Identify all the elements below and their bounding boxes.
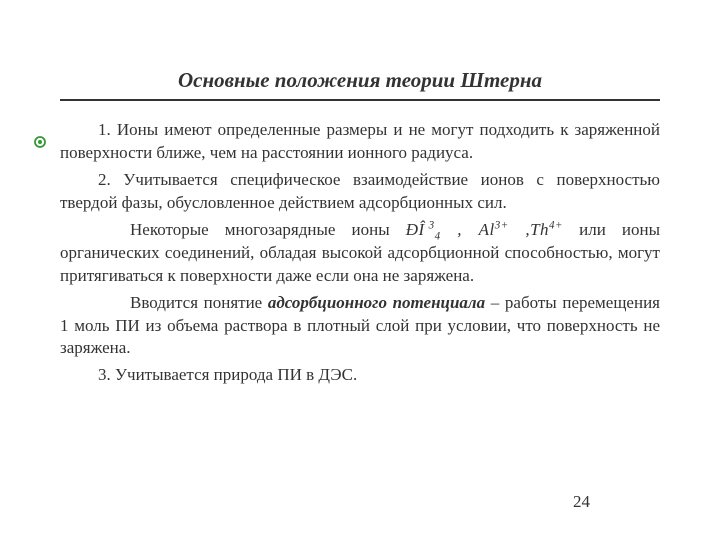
paragraph-2: 2. Учитывается специфическое взаимодейст… (60, 169, 660, 215)
p4-lead: Вводится понятие (130, 293, 268, 312)
adsorption-potential-term: адсорбционного потенциала (268, 293, 485, 312)
paragraph-1: 1. Ионы имеют определенные размеры и не … (60, 119, 660, 165)
paragraph-5: 3. Учитывается природа ПИ в ДЭС. (60, 364, 660, 387)
paragraph-4: Вводится понятие адсорбционного потенциа… (60, 292, 660, 361)
p3-lead: Некоторые многозарядные ионы (130, 220, 406, 239)
slide-title: Основные положения теории Штерна (60, 68, 660, 93)
paragraph-3: Некоторые многозарядные ионы ĐÎ 34 , Al3… (60, 219, 660, 288)
ion-formula: ĐÎ 34 , Al3+ ,Th4+ (406, 220, 563, 239)
bullet-icon (34, 136, 46, 148)
slide-page: Основные положения теории Штерна 1. Ионы… (0, 0, 720, 540)
title-underline (60, 99, 660, 101)
page-number: 24 (573, 492, 590, 512)
